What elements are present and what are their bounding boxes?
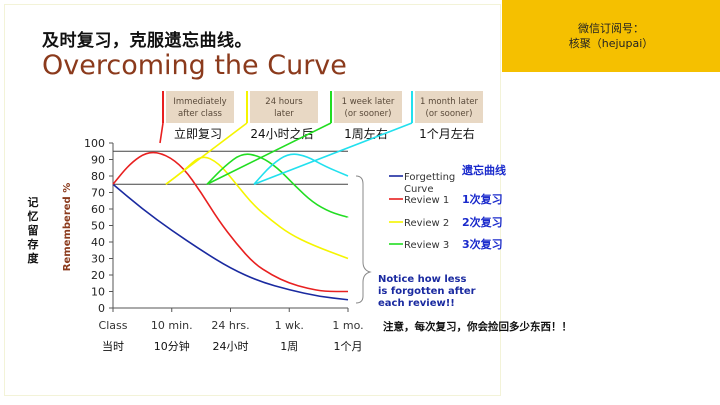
x-tick-label: 1 wk. [275,319,304,332]
timing-box [415,91,483,123]
series-line-review-1 [112,151,348,293]
wechat-banner: 微信订阅号： 核聚（hejupai） [502,0,720,72]
y-tick-label: 10 [91,286,105,299]
page-title-cn: 及时复习，克服遗忘曲线。 [42,31,252,51]
timing-label-cn: 24小时之后 [250,127,313,141]
legend-label-cn: 1次复习 [462,192,503,206]
timing-connector [206,122,332,185]
legend-label-cn: 3次复习 [462,237,503,251]
timing-box-line-1: 1 week later [342,97,395,107]
y-tick-label: 0 [98,302,105,315]
x-tick-label-cn: 24小时 [213,340,249,353]
y-tick-label: 100 [84,137,105,150]
x-tick-label-cn: 当时 [102,339,124,353]
timing-box-line-2: later [274,109,294,119]
legend-label: Review 1 [404,195,449,206]
y-tick-label: 50 [91,220,105,233]
note-line: each review!! [378,298,455,309]
note-line: is forgotten after [378,286,476,297]
curly-brace [355,175,372,304]
timing-box [334,91,402,123]
series-line-review-4 [253,153,349,185]
x-tick-label-cn: 1周 [280,340,298,353]
x-tick-label: 10 min. [151,319,193,332]
y-tick-label: 70 [91,187,105,200]
timing-connector [165,122,248,185]
note-cn: 注意，每次复习，你会捡回多少东西！！ [383,320,572,333]
y-tick-label: 60 [91,203,105,216]
y-axis-title: Remembered % [62,183,73,271]
series-line-review-3 [206,153,349,219]
note-line: Notice how less [378,274,467,285]
timing-box-line-1: Immediately [173,97,226,107]
wechat-line-2: 核聚（hejupai） [568,37,654,50]
timing-box [250,91,318,123]
timing-connector [253,122,413,185]
legend-label: Review 2 [404,218,449,229]
y-tick-label: 80 [91,170,105,183]
y-tick-label: 90 [91,154,105,167]
slide-frame [4,4,501,396]
x-tick-label-cn: 10分钟 [154,339,190,353]
x-tick-label: 1 mo. [332,319,363,332]
y-tick-label: 40 [91,236,105,249]
timing-box-line-2: (or sooner) [345,109,392,119]
wechat-line-1: 微信订阅号： [578,22,644,35]
timing-box-line-2: after class [178,109,222,119]
legend-label-cont: Curve [404,184,434,195]
series-line-forgetting-curve [112,183,349,301]
timing-label-cn: 1个月左右 [419,126,475,141]
legend-label-cn: 2次复习 [462,215,503,229]
timing-label-cn: 立即复习 [174,126,222,141]
x-tick-label-cn: 1个月 [334,340,363,353]
legend-label: Forgetting [404,172,455,183]
timing-box-line-2: (or sooner) [426,109,473,119]
x-tick-label: Class [99,319,128,332]
series-line-review-2 [165,156,349,260]
retention-side-label: 记忆留存度 [27,196,39,265]
legend-label-cn: 遗忘曲线 [461,163,506,177]
timing-box-line-1: 1 month later [420,97,479,107]
timing-box-line-1: 24 hours [265,97,303,107]
timing-connector [159,122,164,144]
timing-box [166,91,234,123]
x-tick-label: 24 hrs. [211,319,249,332]
timing-label-cn: 1周左右 [344,126,388,141]
legend-label: Review 3 [404,240,449,251]
y-tick-label: 30 [91,253,105,266]
y-tick-label: 20 [91,269,105,282]
page-title-en: Overcoming the Curve [42,50,347,81]
